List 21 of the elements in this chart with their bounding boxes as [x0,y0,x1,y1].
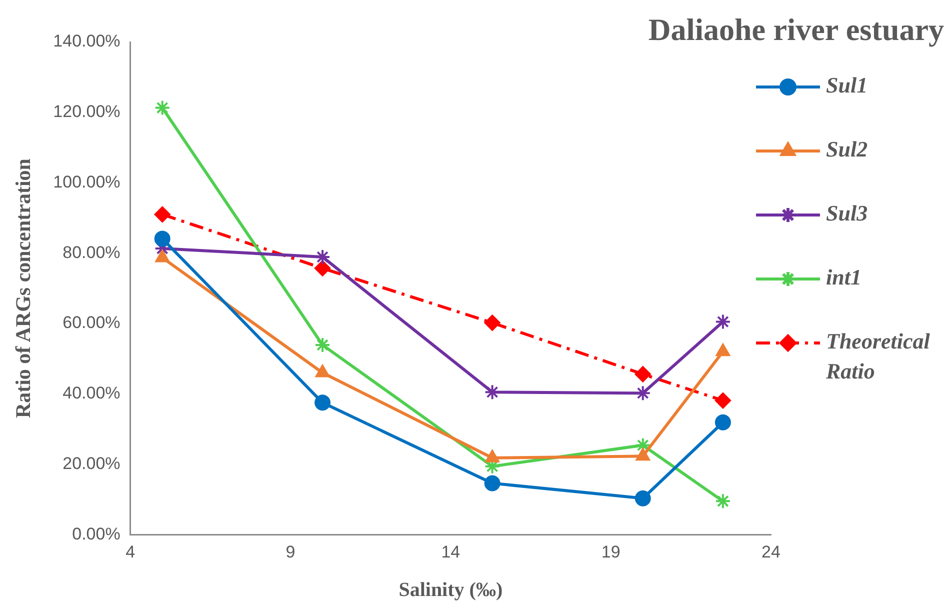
legend-label: Theoretical Ratio [825,328,931,384]
x-tick-label: 24 [762,542,780,562]
y-tick-label: 0.00% [72,524,120,544]
y-tick-label: 100.00% [53,172,120,192]
y-tick-label: 60.00% [62,313,120,332]
legend-label: int1 [826,264,862,290]
y-tick-label: 20.00% [62,454,120,473]
x-axis-title: Salinity (‰) [398,579,503,602]
legend-label: Sul3 [826,200,868,226]
y-tick-label: 120.00% [53,102,120,122]
x-tick-label: 4 [126,542,136,562]
x-tick-label: 9 [286,542,296,562]
x-tick-label: 19 [601,542,620,562]
y-axis-title: Ratio of ARGs concentration [11,158,36,418]
y-tick-label: 80.00% [62,242,120,262]
y-tick-label: 40.00% [62,384,120,403]
legend-label: Sul2 [826,136,868,162]
chart-title: Daliaohe river estuary [648,12,944,48]
legend-label: Sul1 [826,72,868,98]
x-tick-label: 14 [441,542,460,562]
y-tick-label: 140.00% [53,32,120,51]
